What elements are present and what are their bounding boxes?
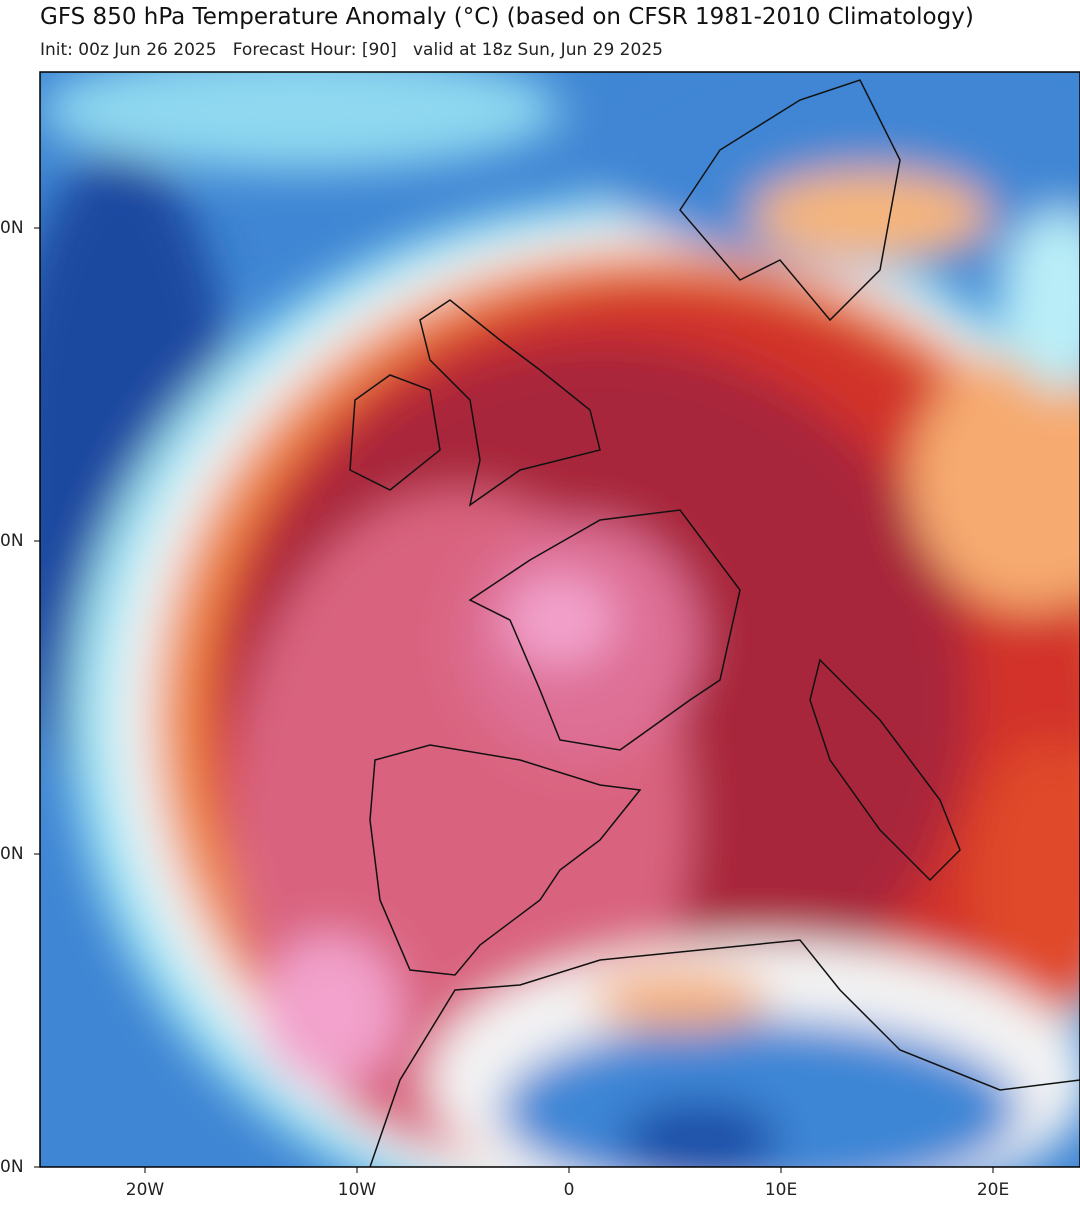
lon-label: 10E — [765, 1180, 797, 1200]
lon-label: 10W — [338, 1180, 377, 1200]
map-frame — [39, 71, 1080, 1168]
lat-label: 0N — [0, 844, 24, 864]
coastlines — [349, 79, 1080, 1167]
anomaly-field — [40, 72, 1080, 1167]
map-title: GFS 850 hPa Temperature Anomaly (°C) (ba… — [40, 4, 974, 30]
lon-label: 20E — [977, 1180, 1009, 1200]
lon-label: 20W — [126, 1180, 165, 1200]
lat-label: 0N — [0, 1157, 24, 1177]
map-subtitle: Init: 00z Jun 26 2025 Forecast Hour: [90… — [40, 40, 663, 60]
lat-label: 0N — [0, 218, 24, 238]
lon-label: 0 — [564, 1180, 575, 1200]
lat-label: 0N — [0, 531, 24, 551]
